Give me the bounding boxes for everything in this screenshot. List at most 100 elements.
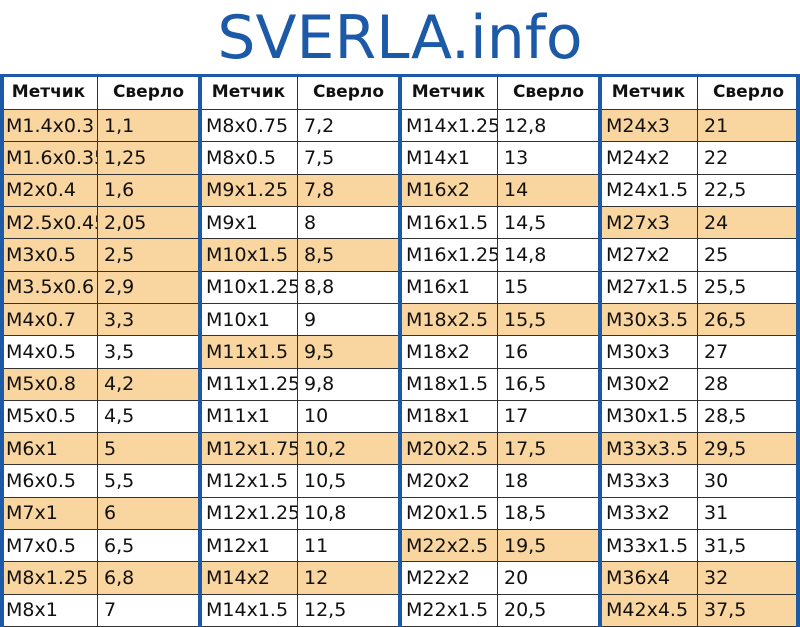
tap-size: M14x1.25 [400, 110, 498, 143]
drill-size: 7,8 [298, 174, 400, 207]
tap-size: M18x2 [400, 336, 498, 369]
tap-size: M33x1.5 [600, 530, 698, 563]
drill-size: 22 [698, 142, 800, 175]
tap-size: M27x3 [600, 206, 698, 240]
drill-size: 2,9 [98, 271, 200, 304]
tap-size: M10x1 [200, 303, 298, 337]
drill-size: 31 [698, 497, 800, 531]
drill-size: 12,8 [498, 110, 600, 143]
group-separator [198, 74, 202, 627]
tap-size: M16x1 [400, 271, 498, 304]
tap-size: M4x0.5 [0, 336, 98, 369]
column-header: Сверло [98, 74, 200, 110]
column-header: Метчик [200, 74, 298, 110]
tap-size: M16x1.5 [400, 206, 498, 240]
tap-size: M8x0.75 [200, 110, 298, 143]
drill-size: 9,8 [298, 368, 400, 401]
drill-size: 4,5 [98, 400, 200, 434]
tap-size: M14x1 [400, 142, 498, 175]
tap-size: M20x2 [400, 465, 498, 498]
drill-size: 19,5 [498, 530, 600, 563]
drill-size: 28,5 [698, 400, 800, 434]
tap-size: M24x2 [600, 142, 698, 175]
tap-size: M24x1.5 [600, 174, 698, 207]
drill-size: 7,2 [298, 110, 400, 143]
table-top-border [0, 74, 800, 77]
tap-size: M24x3 [600, 110, 698, 143]
tap-size: M12x1.5 [200, 465, 298, 498]
tap-size: M1.4x0.3 [0, 110, 98, 143]
tap-size: M3x0.5 [0, 239, 98, 272]
group-separator [398, 74, 402, 627]
group-separator [598, 74, 602, 627]
drill-size: 30 [698, 465, 800, 498]
drill-size: 8,8 [298, 271, 400, 304]
column-header: Метчик [600, 74, 698, 110]
tap-size: M14x2 [200, 562, 298, 595]
drill-size: 15 [498, 271, 600, 304]
drill-size: 7,5 [298, 142, 400, 175]
tap-size: M11x1 [200, 400, 298, 434]
group-separator [0, 74, 4, 627]
drill-size: 22,5 [698, 174, 800, 207]
drill-size: 16,5 [498, 368, 600, 401]
tap-size: M7x0.5 [0, 530, 98, 563]
tap-size: M14x1.5 [200, 594, 298, 627]
tap-size: M30x3.5 [600, 303, 698, 337]
drill-table: Метчик Сверло M1.4x0.3 1,1 M1.6x0.35 1,25 M2x0… [0, 74, 800, 627]
tap-size: M8x1 [0, 594, 98, 627]
tap-size: M10x1.25 [200, 271, 298, 304]
drill-size: 10,5 [298, 465, 400, 498]
tap-size: M27x2 [600, 239, 698, 272]
tap-size: M6x1 [0, 433, 98, 466]
drill-size: 17,5 [498, 433, 600, 466]
tap-size: M22x2.5 [400, 530, 498, 563]
tap-size: M12x1 [200, 530, 298, 563]
tap-size: M7x1 [0, 497, 98, 531]
drill-size: 1,25 [98, 142, 200, 175]
tap-size: M22x1.5 [400, 594, 498, 627]
tap-size: M12x1.75 [200, 433, 298, 466]
drill-size: 4,2 [98, 368, 200, 401]
drill-size: 14 [498, 174, 600, 207]
tap-size: M9x1.25 [200, 174, 298, 207]
drill-size: 7 [98, 594, 200, 627]
drill-size: 8,5 [298, 239, 400, 272]
drill-size: 32 [698, 562, 800, 595]
tap-size: M18x2.5 [400, 303, 498, 337]
tap-size: M20x1.5 [400, 497, 498, 531]
drill-size: 29,5 [698, 433, 800, 466]
tap-size: M11x1.5 [200, 336, 298, 369]
tap-size: M30x1.5 [600, 400, 698, 434]
tap-size: M42x4.5 [600, 594, 698, 627]
tap-size: M3.5x0.6 [0, 271, 98, 304]
site-title: SVERLA.info [217, 3, 583, 73]
column-header: Метчик [400, 74, 498, 110]
drill-size: 1,1 [98, 110, 200, 143]
drill-size: 5,5 [98, 465, 200, 498]
column-header: Сверло [298, 74, 400, 110]
tap-size: M12x1.25 [200, 497, 298, 531]
drill-size: 31,5 [698, 530, 800, 563]
drill-size: 17 [498, 400, 600, 434]
tap-size: M36x4 [600, 562, 698, 595]
drill-size: 25 [698, 239, 800, 272]
tap-size: M30x2 [600, 368, 698, 401]
drill-size: 13 [498, 142, 600, 175]
drill-size: 27 [698, 336, 800, 369]
drill-size: 12 [298, 562, 400, 595]
drill-size: 18,5 [498, 497, 600, 531]
tap-size: M1.6x0.35 [0, 142, 98, 175]
drill-size: 10,8 [298, 497, 400, 531]
drill-size: 8 [298, 206, 400, 240]
drill-size: 3,3 [98, 303, 200, 337]
drill-size: 16 [498, 336, 600, 369]
tap-size: M8x1.25 [0, 562, 98, 595]
drill-size: 5 [98, 433, 200, 466]
tap-size: M5x0.5 [0, 400, 98, 434]
drill-size: 26,5 [698, 303, 800, 337]
tap-size: M11x1.25 [200, 368, 298, 401]
drill-size: 15,5 [498, 303, 600, 337]
drill-size: 9 [298, 303, 400, 337]
